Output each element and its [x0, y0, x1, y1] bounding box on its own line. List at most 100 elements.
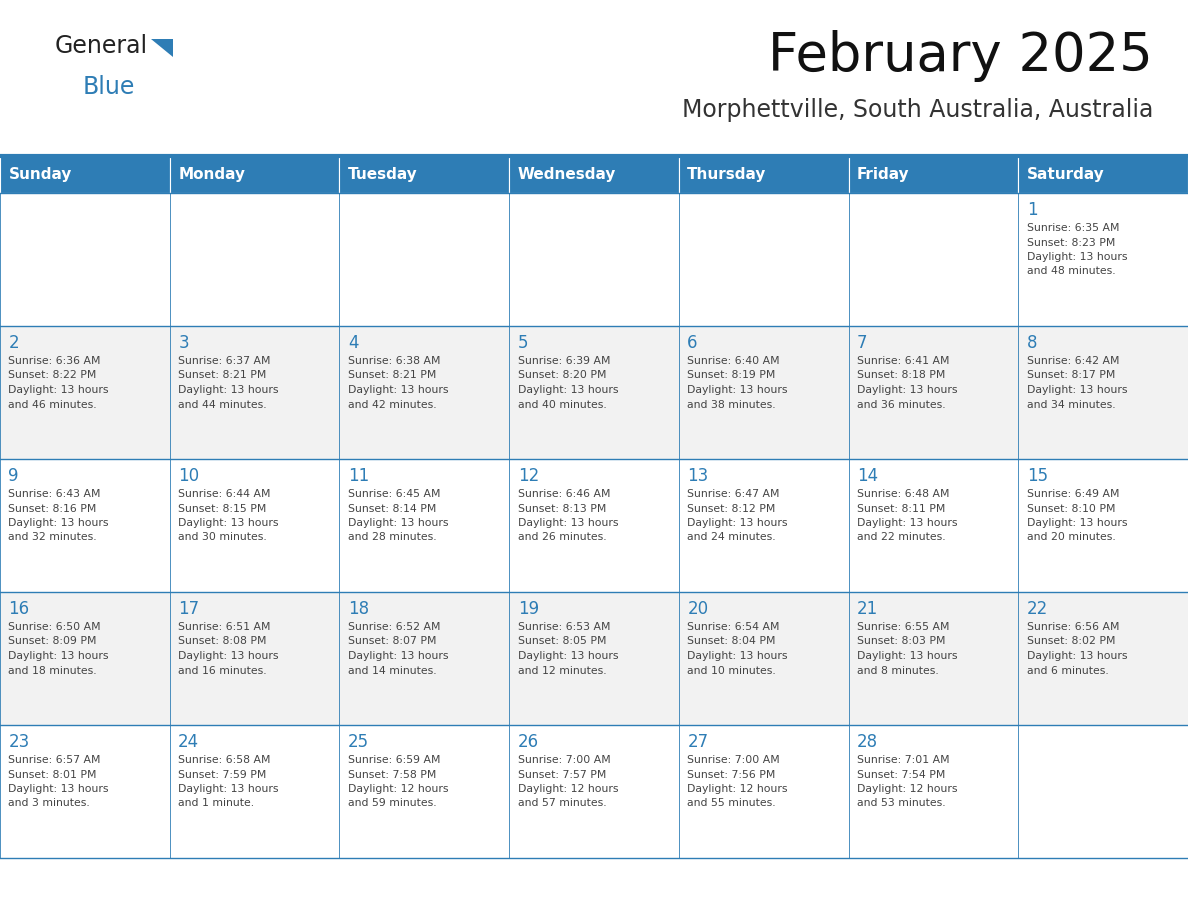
Text: Daylight: 13 hours: Daylight: 13 hours — [8, 784, 109, 794]
Text: and 28 minutes.: and 28 minutes. — [348, 532, 436, 543]
Text: Sunset: 8:10 PM: Sunset: 8:10 PM — [1026, 503, 1116, 513]
Text: and 40 minutes.: and 40 minutes. — [518, 399, 606, 409]
Text: Sunrise: 6:56 AM: Sunrise: 6:56 AM — [1026, 622, 1119, 632]
Text: Daylight: 13 hours: Daylight: 13 hours — [348, 651, 448, 661]
Bar — [848, 156, 1018, 193]
Text: Sunrise: 6:42 AM: Sunrise: 6:42 AM — [1026, 356, 1119, 366]
Text: Sunset: 8:04 PM: Sunset: 8:04 PM — [688, 636, 776, 646]
Bar — [678, 156, 848, 193]
Text: Blue: Blue — [83, 75, 135, 99]
Text: Sunrise: 6:39 AM: Sunrise: 6:39 AM — [518, 356, 611, 366]
Text: Sunrise: 6:40 AM: Sunrise: 6:40 AM — [688, 356, 781, 366]
Text: Sunrise: 6:48 AM: Sunrise: 6:48 AM — [857, 489, 949, 499]
Bar — [510, 156, 678, 193]
Text: Sunset: 8:18 PM: Sunset: 8:18 PM — [857, 371, 946, 380]
Bar — [0, 156, 170, 193]
Text: and 14 minutes.: and 14 minutes. — [348, 666, 436, 676]
Bar — [1018, 156, 1188, 193]
Text: Sunset: 8:02 PM: Sunset: 8:02 PM — [1026, 636, 1116, 646]
Text: Sunrise: 6:59 AM: Sunrise: 6:59 AM — [348, 755, 441, 765]
Text: Sunrise: 6:37 AM: Sunrise: 6:37 AM — [178, 356, 271, 366]
Text: Daylight: 13 hours: Daylight: 13 hours — [8, 518, 109, 528]
Text: Monday: Monday — [178, 167, 245, 182]
Text: Daylight: 13 hours: Daylight: 13 hours — [8, 385, 109, 395]
Text: Daylight: 13 hours: Daylight: 13 hours — [688, 518, 788, 528]
Text: 26: 26 — [518, 733, 538, 751]
Text: Sunrise: 6:54 AM: Sunrise: 6:54 AM — [688, 622, 779, 632]
Text: Daylight: 13 hours: Daylight: 13 hours — [518, 518, 618, 528]
Text: Friday: Friday — [857, 167, 910, 182]
Text: Sunrise: 6:50 AM: Sunrise: 6:50 AM — [8, 622, 101, 632]
Text: Sunset: 8:17 PM: Sunset: 8:17 PM — [1026, 371, 1116, 380]
Text: Sunset: 8:21 PM: Sunset: 8:21 PM — [178, 371, 266, 380]
Text: and 46 minutes.: and 46 minutes. — [8, 399, 97, 409]
Text: Daylight: 13 hours: Daylight: 13 hours — [178, 784, 279, 794]
Text: Sunset: 8:01 PM: Sunset: 8:01 PM — [8, 769, 97, 779]
Text: Daylight: 13 hours: Daylight: 13 hours — [518, 385, 618, 395]
Text: Sunrise: 6:35 AM: Sunrise: 6:35 AM — [1026, 223, 1119, 233]
Text: 17: 17 — [178, 600, 200, 618]
Text: Daylight: 12 hours: Daylight: 12 hours — [348, 784, 448, 794]
Text: 11: 11 — [348, 467, 369, 485]
Text: Daylight: 13 hours: Daylight: 13 hours — [518, 651, 618, 661]
Text: 25: 25 — [348, 733, 369, 751]
Text: Tuesday: Tuesday — [348, 167, 418, 182]
Text: and 42 minutes.: and 42 minutes. — [348, 399, 436, 409]
Text: Sunrise: 6:53 AM: Sunrise: 6:53 AM — [518, 622, 611, 632]
Text: Daylight: 13 hours: Daylight: 13 hours — [688, 385, 788, 395]
Text: Sunset: 7:59 PM: Sunset: 7:59 PM — [178, 769, 266, 779]
Text: 23: 23 — [8, 733, 30, 751]
Text: Sunrise: 6:58 AM: Sunrise: 6:58 AM — [178, 755, 271, 765]
Bar — [0, 459, 1188, 592]
Text: 8: 8 — [1026, 334, 1037, 352]
Text: and 3 minutes.: and 3 minutes. — [8, 799, 90, 809]
Bar — [0, 326, 1188, 459]
Text: and 22 minutes.: and 22 minutes. — [857, 532, 946, 543]
Text: and 16 minutes.: and 16 minutes. — [178, 666, 267, 676]
Text: 7: 7 — [857, 334, 867, 352]
Text: Daylight: 13 hours: Daylight: 13 hours — [178, 518, 279, 528]
Bar — [170, 156, 340, 193]
Text: 15: 15 — [1026, 467, 1048, 485]
Text: and 36 minutes.: and 36 minutes. — [857, 399, 946, 409]
Text: Sunset: 8:16 PM: Sunset: 8:16 PM — [8, 503, 97, 513]
Text: Sunset: 8:14 PM: Sunset: 8:14 PM — [348, 503, 436, 513]
Text: 19: 19 — [518, 600, 538, 618]
Text: and 38 minutes.: and 38 minutes. — [688, 399, 776, 409]
Text: Sunset: 8:05 PM: Sunset: 8:05 PM — [518, 636, 606, 646]
Text: 27: 27 — [688, 733, 708, 751]
Text: Sunrise: 6:46 AM: Sunrise: 6:46 AM — [518, 489, 611, 499]
Text: Saturday: Saturday — [1026, 167, 1105, 182]
Text: Sunset: 8:15 PM: Sunset: 8:15 PM — [178, 503, 266, 513]
Text: 5: 5 — [518, 334, 529, 352]
Text: Daylight: 12 hours: Daylight: 12 hours — [688, 784, 788, 794]
Text: 12: 12 — [518, 467, 539, 485]
Text: Sunrise: 7:00 AM: Sunrise: 7:00 AM — [688, 755, 781, 765]
Text: Wednesday: Wednesday — [518, 167, 617, 182]
Text: and 26 minutes.: and 26 minutes. — [518, 532, 606, 543]
Text: Sunset: 8:11 PM: Sunset: 8:11 PM — [857, 503, 946, 513]
Text: 24: 24 — [178, 733, 200, 751]
Text: Daylight: 13 hours: Daylight: 13 hours — [348, 385, 448, 395]
Text: Daylight: 13 hours: Daylight: 13 hours — [1026, 651, 1127, 661]
Text: Sunrise: 6:52 AM: Sunrise: 6:52 AM — [348, 622, 441, 632]
Text: Daylight: 13 hours: Daylight: 13 hours — [1026, 518, 1127, 528]
Text: Daylight: 13 hours: Daylight: 13 hours — [178, 385, 279, 395]
Text: Daylight: 13 hours: Daylight: 13 hours — [178, 651, 279, 661]
Text: and 30 minutes.: and 30 minutes. — [178, 532, 267, 543]
Text: Sunrise: 6:38 AM: Sunrise: 6:38 AM — [348, 356, 441, 366]
Text: Sunday: Sunday — [8, 167, 71, 182]
Text: Sunrise: 6:43 AM: Sunrise: 6:43 AM — [8, 489, 101, 499]
Text: and 53 minutes.: and 53 minutes. — [857, 799, 946, 809]
Polygon shape — [151, 39, 173, 57]
Bar — [0, 592, 1188, 725]
Text: Daylight: 13 hours: Daylight: 13 hours — [348, 518, 448, 528]
Text: Daylight: 13 hours: Daylight: 13 hours — [8, 651, 109, 661]
Text: 14: 14 — [857, 467, 878, 485]
Text: 16: 16 — [8, 600, 30, 618]
Text: 21: 21 — [857, 600, 878, 618]
Text: Sunrise: 6:44 AM: Sunrise: 6:44 AM — [178, 489, 271, 499]
Text: Sunrise: 6:55 AM: Sunrise: 6:55 AM — [857, 622, 949, 632]
Text: Sunrise: 6:49 AM: Sunrise: 6:49 AM — [1026, 489, 1119, 499]
Text: and 59 minutes.: and 59 minutes. — [348, 799, 436, 809]
